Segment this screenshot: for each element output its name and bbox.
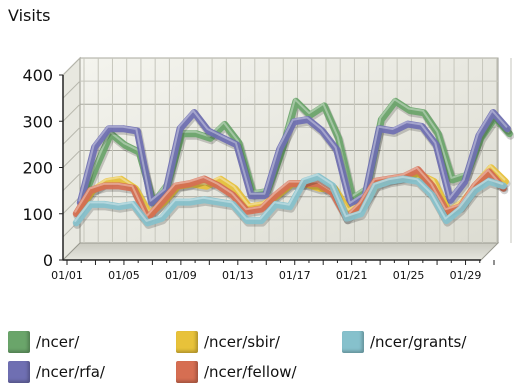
gridline-side <box>62 196 81 215</box>
legend-swatch-ncer <box>8 331 30 353</box>
floor <box>61 242 500 261</box>
chart-title: Visits <box>8 6 51 25</box>
legend-swatch-ncer-rfa <box>8 361 30 383</box>
legend-label-ncer: /ncer/ <box>36 333 80 351</box>
x-tick-label: 01/25 <box>393 269 425 282</box>
legend-item-ncer-rfa: /ncer/rfa/ <box>8 361 105 383</box>
series-line-ncer-rfa <box>76 109 511 209</box>
x-tick-label: 01/05 <box>108 269 140 282</box>
series-highlight <box>74 173 504 222</box>
legend-item-ncer: /ncer/ <box>8 331 79 353</box>
gridline-side <box>62 173 81 191</box>
legend-label-ncer-sbir: /ncer/sbir/ <box>204 333 280 351</box>
legend-item-ncer-sbir: /ncer/sbir/ <box>176 331 280 353</box>
gridline-side <box>62 57 81 76</box>
gridline-side <box>62 127 81 145</box>
y-tick-label: 200 <box>22 159 53 178</box>
legend-label-ncer-fellow: /ncer/fellow/ <box>204 363 297 381</box>
series-highlight <box>78 109 508 204</box>
legend-label-ncer-rfa: /ncer/rfa/ <box>36 363 105 381</box>
legend-item-ncer-grants: /ncer/grants/ <box>342 331 466 353</box>
legend-swatch-ncer-grants <box>342 331 364 353</box>
y-tick-label: 300 <box>22 112 53 131</box>
x-tick-label: 01/09 <box>165 269 197 282</box>
y-tick-label: 400 <box>22 66 53 85</box>
gridline-side <box>62 150 81 168</box>
x-tick-label: 01/01 <box>51 269 83 282</box>
legend-item-ncer-fellow: /ncer/fellow/ <box>176 361 297 383</box>
series-line-ncer-grants <box>72 173 507 227</box>
y-tick-label: 100 <box>22 205 53 224</box>
y-tick-label: 0 <box>43 251 53 270</box>
x-tick-label: 01/17 <box>279 269 311 282</box>
legend-swatch-ncer-sbir <box>176 331 198 353</box>
legend-label-ncer-grants: /ncer/grants/ <box>370 333 467 351</box>
x-tick-label: 01/29 <box>450 269 482 282</box>
legend-swatch-ncer-fellow <box>176 361 198 383</box>
x-tick-label: 01/13 <box>222 269 254 282</box>
x-tick-label: 01/21 <box>336 269 368 282</box>
gridline-side <box>62 103 81 122</box>
gridline-side <box>62 80 81 99</box>
